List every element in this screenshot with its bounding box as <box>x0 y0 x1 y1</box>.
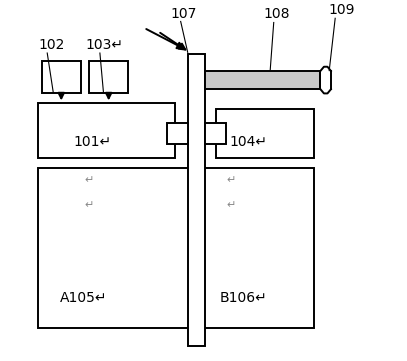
Text: 104↵: 104↵ <box>230 135 268 149</box>
Bar <box>90 61 128 93</box>
Text: 102: 102 <box>38 38 65 52</box>
Text: ↵: ↵ <box>84 200 94 210</box>
Bar <box>188 54 205 345</box>
Bar <box>166 123 188 144</box>
Text: 107: 107 <box>170 7 197 21</box>
Bar <box>38 103 175 158</box>
Text: A105↵: A105↵ <box>59 291 107 305</box>
Bar <box>42 61 81 93</box>
Text: ↵: ↵ <box>226 175 236 186</box>
Text: 108: 108 <box>263 7 290 21</box>
Text: 109: 109 <box>328 3 354 17</box>
Text: ↵: ↵ <box>226 200 236 210</box>
Bar <box>205 123 225 144</box>
Bar <box>216 109 314 158</box>
Text: ↵: ↵ <box>84 175 94 186</box>
Text: B106↵: B106↵ <box>219 291 267 305</box>
Text: 101↵: 101↵ <box>74 135 112 149</box>
Text: 103↵: 103↵ <box>86 38 124 52</box>
Bar <box>205 71 320 89</box>
Bar <box>38 168 314 328</box>
